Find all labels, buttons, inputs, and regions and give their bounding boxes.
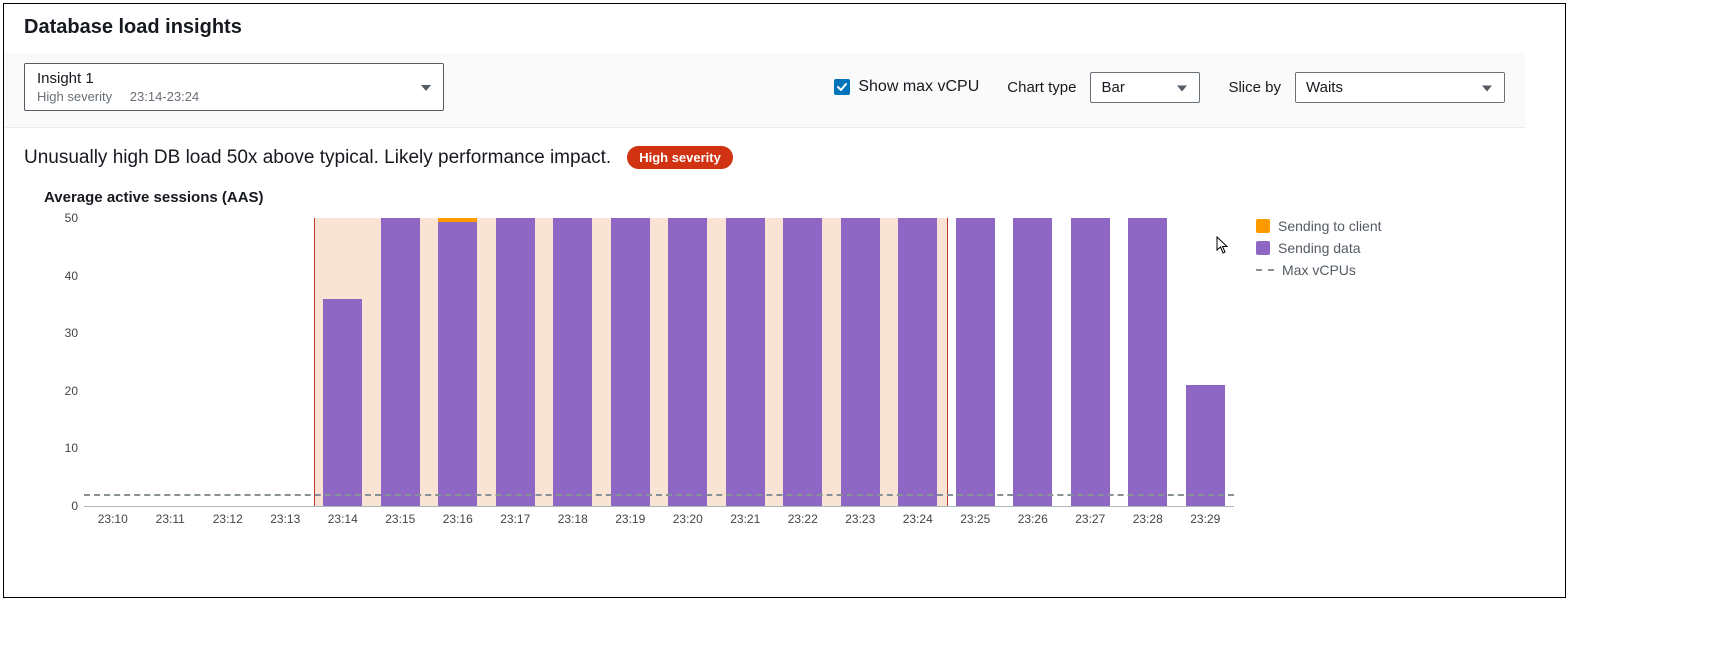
chart-plot[interactable] [84, 218, 1234, 506]
chart-bar[interactable] [726, 218, 765, 506]
chart-bar[interactable] [898, 218, 937, 506]
x-tick-label: 23:17 [500, 512, 530, 526]
insight-selector-time: 23:14-23:24 [130, 89, 199, 104]
chart-bar[interactable] [438, 218, 477, 506]
x-tick-label: 23:15 [385, 512, 415, 526]
x-tick-label: 23:12 [213, 512, 243, 526]
x-axis: 23:10 23:11 23:12 23:13 23:14 23:15 23:16 23:17… [84, 510, 1234, 530]
x-tick-label: 23:26 [1018, 512, 1048, 526]
severity-badge: High severity [627, 146, 733, 169]
controls-row: Insight 1 High severity 23:14-23:24 Show… [4, 53, 1525, 128]
x-tick-label: 23:19 [615, 512, 645, 526]
slice-by-value: Waits [1306, 79, 1343, 96]
insight-summary-row: Unusually high DB load 50x above typical… [4, 128, 1565, 183]
insight-selector[interactable]: Insight 1 High severity 23:14-23:24 [24, 63, 444, 111]
insight-selector-primary: Insight 1 [37, 70, 403, 87]
x-tick-label: 23:27 [1075, 512, 1105, 526]
chart-bar[interactable] [1186, 385, 1225, 506]
x-tick-label: 23:24 [903, 512, 933, 526]
y-tick-label: 10 [44, 441, 78, 455]
chart-title: Average active sessions (AAS) [44, 189, 1545, 206]
slice-by-label: Slice by [1228, 79, 1281, 96]
chart-bar[interactable] [783, 218, 822, 506]
x-tick-label: 23:28 [1133, 512, 1163, 526]
chart-bar[interactable] [323, 299, 362, 506]
legend-item: Sending data [1256, 240, 1382, 256]
page-title: Database load insights [24, 16, 1545, 39]
x-tick-label: 23:23 [845, 512, 875, 526]
x-tick-label: 23:18 [558, 512, 588, 526]
legend-label: Max vCPUs [1282, 262, 1356, 278]
y-tick-label: 0 [44, 499, 78, 513]
chart-type-value: Bar [1101, 79, 1124, 96]
chevron-down-icon [421, 78, 431, 96]
insight-time-band-edge [314, 218, 315, 506]
legend-item: Max vCPUs [1256, 262, 1382, 278]
chart-bar[interactable] [496, 218, 535, 506]
x-tick-label: 23:11 [156, 512, 185, 526]
y-tick-label: 30 [44, 326, 78, 340]
checkbox-checked-icon [834, 79, 850, 95]
chart-bar[interactable] [841, 218, 880, 506]
x-tick-label: 23:20 [673, 512, 703, 526]
chart-type-select[interactable]: Bar [1090, 72, 1200, 103]
chart-bar[interactable] [381, 218, 420, 506]
y-tick-label: 40 [44, 269, 78, 283]
legend-swatch-icon [1256, 241, 1270, 255]
insight-time-band-edge [947, 218, 948, 506]
x-tick-label: 23:25 [960, 512, 990, 526]
chart-baseline [84, 506, 1234, 507]
insight-selector-severity: High severity [37, 89, 112, 104]
chart-bar[interactable] [956, 218, 995, 506]
chart-bar[interactable] [1013, 218, 1052, 506]
x-tick-label: 23:14 [328, 512, 358, 526]
slice-by-select[interactable]: Waits [1295, 72, 1505, 103]
insight-selector-secondary: High severity 23:14-23:24 [37, 89, 403, 104]
x-tick-label: 23:10 [98, 512, 128, 526]
y-axis: 0 10 20 30 40 50 [44, 214, 84, 510]
x-tick-label: 23:29 [1190, 512, 1220, 526]
chart-area: 01020304050 23:1023:1123:1223:1323:1423:… [44, 214, 1234, 534]
chevron-down-icon [1482, 79, 1492, 96]
legend-item: Sending to client [1256, 218, 1382, 234]
legend-label: Sending to client [1278, 218, 1382, 234]
chart-bar[interactable] [1071, 218, 1110, 506]
max-vcpu-line [84, 494, 1234, 496]
insight-description: Unusually high DB load 50x above typical… [24, 147, 611, 169]
x-tick-label: 23:16 [443, 512, 473, 526]
show-max-vcpu-checkbox[interactable]: Show max vCPU [834, 78, 979, 96]
legend-label: Sending data [1278, 240, 1361, 256]
legend-dash-icon [1256, 269, 1274, 271]
y-tick-label: 50 [44, 211, 78, 225]
chart-bar[interactable] [553, 218, 592, 506]
legend-swatch-icon [1256, 219, 1270, 233]
chart-type-label: Chart type [1007, 79, 1076, 96]
chevron-down-icon [1177, 79, 1187, 96]
show-max-vcpu-label: Show max vCPU [858, 78, 979, 96]
y-tick-label: 20 [44, 384, 78, 398]
chart-legend: Sending to client Sending data Max vCPUs [1256, 214, 1382, 534]
x-tick-label: 23:13 [270, 512, 300, 526]
chart-bar[interactable] [611, 218, 650, 506]
chart-bar[interactable] [1128, 218, 1167, 506]
x-tick-label: 23:22 [788, 512, 818, 526]
chart-bar[interactable] [668, 218, 707, 506]
x-tick-label: 23:21 [730, 512, 760, 526]
